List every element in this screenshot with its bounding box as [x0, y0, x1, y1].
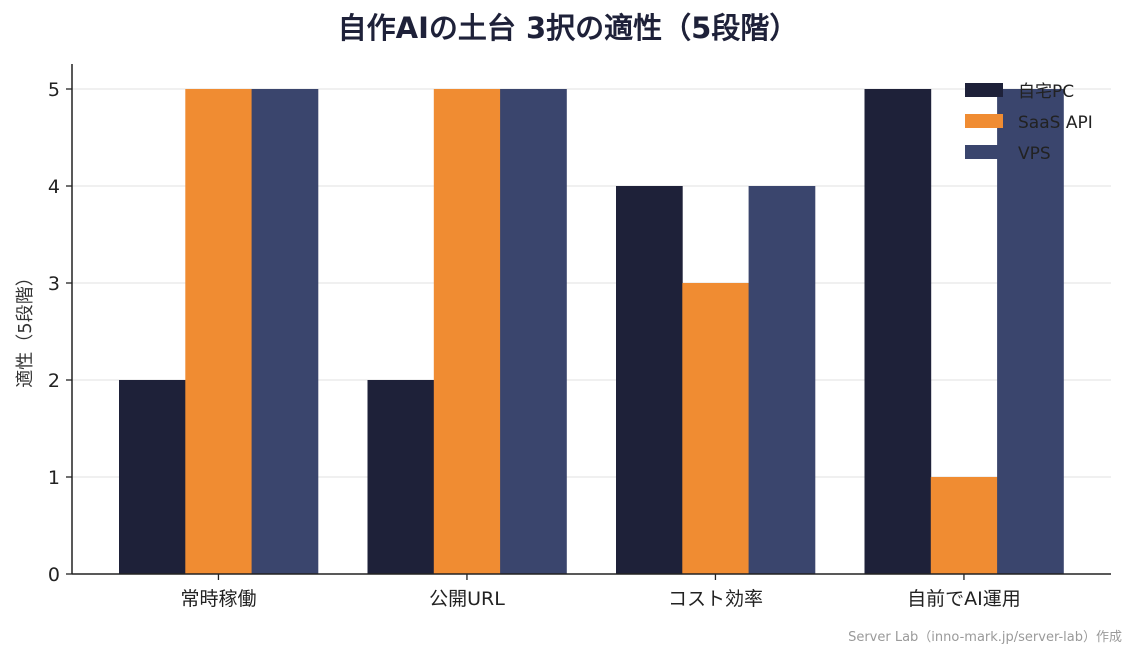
x-tick-label: 自前でAI運用	[907, 588, 1021, 610]
y-tick-label: 5	[48, 79, 60, 101]
legend-label: 自宅PC	[1018, 82, 1074, 102]
bar	[251, 89, 319, 574]
x-tick-label: コスト効率	[668, 588, 763, 610]
y-tick-label: 1	[48, 467, 60, 489]
x-tick-label: 公開URL	[429, 588, 505, 610]
legend-label: VPS	[1018, 144, 1051, 164]
bar	[616, 186, 683, 574]
bar	[864, 89, 932, 574]
bar	[367, 380, 435, 574]
legend: 自宅PC SaaS API VPS	[965, 82, 1093, 164]
x-axis-ticks: 常時稼働 公開URL コスト効率 自前でAI運用	[180, 574, 1021, 610]
chart-title: 自作AIの土台 3択の適性（5段階）	[338, 11, 799, 45]
bar	[500, 89, 567, 574]
bar	[119, 380, 186, 574]
legend-label: SaaS API	[1018, 113, 1093, 133]
bar	[748, 186, 816, 574]
y-tick-label: 0	[48, 564, 60, 586]
bar	[433, 89, 501, 574]
legend-swatch	[965, 145, 1003, 159]
credit-text: Server Lab（inno-mark.jp/server-lab）作成	[848, 630, 1122, 645]
bar	[930, 477, 998, 574]
y-axis-ticks: 0 1 2 3 4 5	[48, 79, 72, 586]
y-axis-label: 適性（5段階）	[15, 268, 36, 387]
bar	[185, 89, 252, 574]
bar	[682, 283, 749, 574]
y-tick-label: 3	[48, 273, 60, 295]
legend-swatch	[965, 114, 1003, 128]
legend-swatch	[965, 83, 1003, 97]
bars	[119, 89, 1064, 574]
bar	[997, 89, 1064, 574]
x-tick-label: 常時稼働	[180, 588, 256, 610]
y-tick-label: 2	[48, 370, 60, 392]
y-tick-label: 4	[48, 176, 60, 198]
